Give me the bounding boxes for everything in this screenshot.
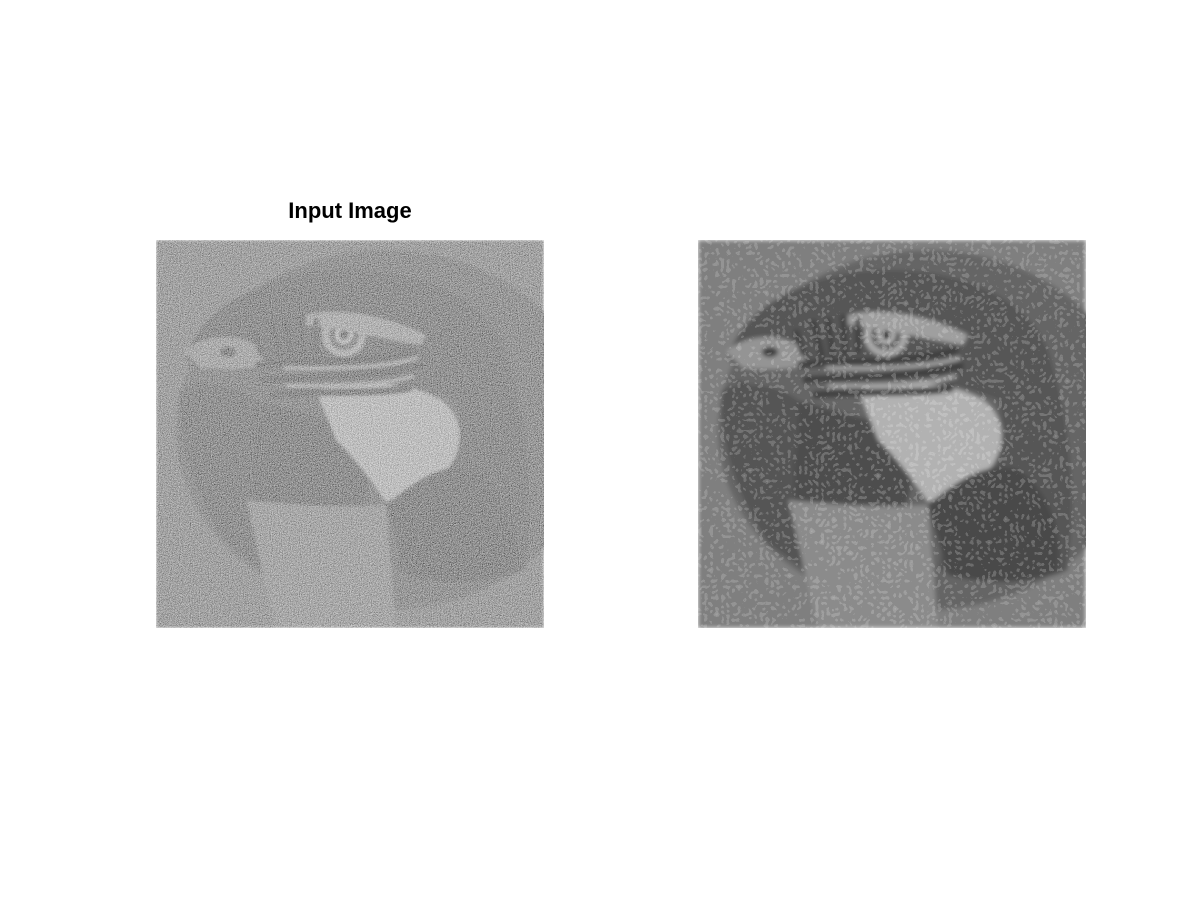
input-image-graphic xyxy=(156,240,544,628)
output-image-title xyxy=(698,197,1086,225)
input-image-title: Input Image xyxy=(288,198,412,223)
output-image xyxy=(698,240,1086,628)
output-image-graphic xyxy=(698,240,1086,628)
input-image xyxy=(156,240,544,628)
